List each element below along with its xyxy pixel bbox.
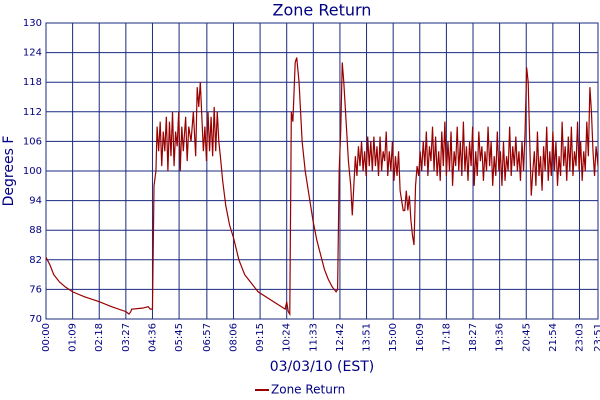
x-tick-label: 15:00 [388, 323, 399, 352]
y-tick-label: 106 [23, 136, 42, 147]
y-axis-label: Degrees F [1, 136, 17, 207]
x-tick-label: 05:45 [174, 323, 185, 352]
x-tick-label: 00:00 [41, 323, 52, 352]
x-tick-label: 23:03 [574, 323, 585, 352]
x-tick-label: 18:27 [468, 323, 479, 352]
y-tick-label: 70 [29, 314, 42, 325]
x-tick-label: 08:06 [228, 323, 239, 352]
x-tick-label: 10:24 [282, 323, 293, 352]
x-tick-label: 16:09 [415, 323, 426, 352]
y-tick-label: 82 [29, 255, 42, 266]
y-tick-label: 124 [23, 48, 42, 59]
x-tick-label: 19:36 [495, 323, 506, 352]
data-line [45, 57, 599, 317]
y-tick-label: 130 [23, 18, 42, 29]
y-tick-label: 100 [23, 166, 42, 177]
y-tick-label: 112 [23, 107, 42, 118]
plot-border [45, 22, 599, 320]
x-tick-label: 06:57 [202, 323, 213, 352]
x-tick-label: 03:27 [121, 323, 132, 352]
x-tick-label: 11:33 [308, 323, 319, 352]
x-axis-label: 03/03/10 (EST) [270, 359, 375, 375]
x-tick-label: 21:54 [548, 323, 559, 352]
chart-title: Zone Return [273, 1, 372, 20]
x-tick-label: 01:09 [68, 323, 79, 352]
x-tick-label: 23:51 [593, 323, 600, 352]
y-tick-label: 94 [29, 196, 42, 207]
x-tick-label: 20:45 [521, 323, 532, 352]
x-tick-label: 04:36 [147, 323, 158, 352]
y-tick-label: 118 [23, 77, 42, 88]
x-tick-label: 13:51 [362, 323, 373, 352]
x-tick-label: 17:18 [441, 323, 452, 352]
y-tick-label: 88 [29, 225, 42, 236]
y-tick-label: 76 [29, 284, 42, 295]
x-tick-label: 09:15 [255, 323, 266, 352]
x-tick-label: 02:18 [94, 323, 105, 352]
x-tick-label: 12:42 [335, 323, 346, 352]
legend-label: Zone Return [271, 383, 345, 397]
